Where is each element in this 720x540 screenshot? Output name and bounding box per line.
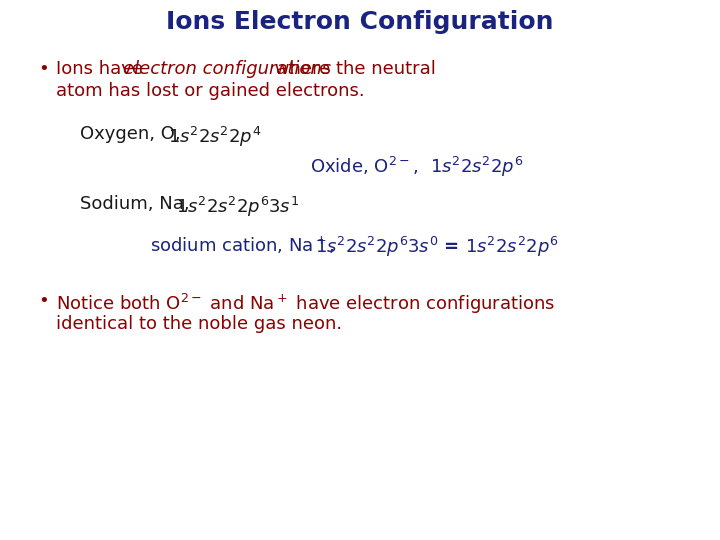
- Text: •: •: [38, 292, 49, 310]
- Text: atom has lost or gained electrons.: atom has lost or gained electrons.: [56, 82, 364, 100]
- Text: where the neutral: where the neutral: [269, 60, 436, 78]
- Text: Sodium, Na,: Sodium, Na,: [80, 195, 201, 213]
- Text: $1s^22s^22p^6$: $1s^22s^22p^6$: [430, 155, 523, 179]
- Text: electron configurations: electron configurations: [123, 60, 331, 78]
- Text: Oxide, O$^{2-}$,: Oxide, O$^{2-}$,: [310, 155, 426, 177]
- Text: Oxygen, O,: Oxygen, O,: [80, 125, 192, 143]
- Text: $1s^22s^22p^4$: $1s^22s^22p^4$: [168, 125, 261, 149]
- Text: $1s^22s^22p^63s^0$ = $1s^22s^22p^6$: $1s^22s^22p^63s^0$ = $1s^22s^22p^6$: [315, 235, 559, 259]
- Text: Ions have: Ions have: [56, 60, 149, 78]
- Text: Ions Electron Configuration: Ions Electron Configuration: [166, 10, 554, 34]
- Text: $1s^22s^22p^63s^1$: $1s^22s^22p^63s^1$: [176, 195, 299, 219]
- Text: •: •: [38, 60, 49, 78]
- Text: sodium cation, Na$^+$,: sodium cation, Na$^+$,: [150, 235, 343, 256]
- Text: identical to the noble gas neon.: identical to the noble gas neon.: [56, 315, 342, 333]
- Text: Notice both O$^{2-}$ and Na$^+$ have electron configurations: Notice both O$^{2-}$ and Na$^+$ have ele…: [56, 292, 555, 316]
